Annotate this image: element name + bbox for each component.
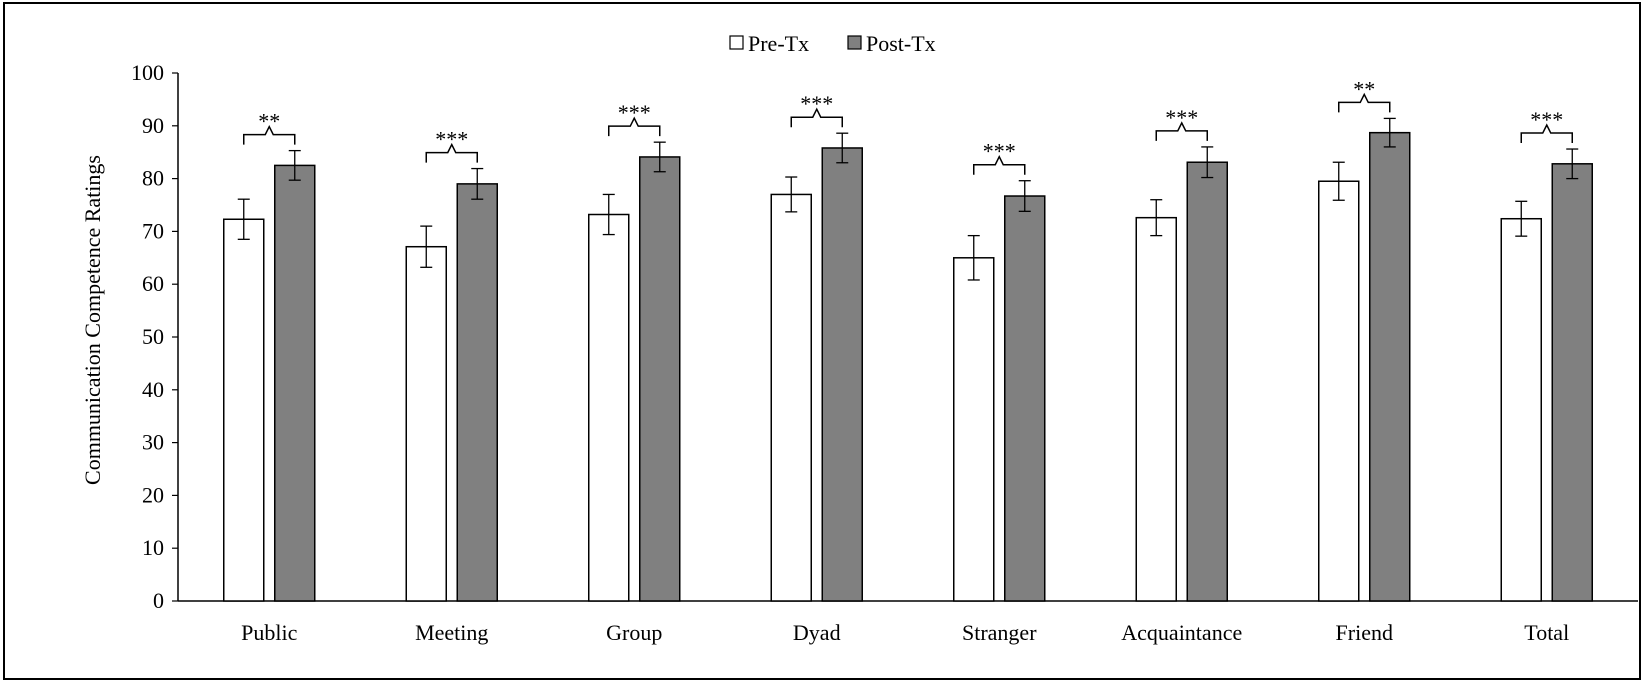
y-tick-label: 0 — [153, 588, 164, 613]
bar-pre-tx — [405, 245, 447, 602]
bar-pre-tx — [770, 193, 812, 602]
legend-swatch — [729, 35, 744, 50]
bar-post-tx — [1186, 161, 1228, 602]
significance-label: *** — [800, 91, 833, 116]
legend-label: Pre-Tx — [748, 31, 809, 56]
significance-label: *** — [1165, 105, 1198, 130]
bar-pre-tx — [223, 218, 265, 602]
labels: ** Public *** Meeting *** Group *** Dyad *** Stra… — [241, 76, 1573, 645]
y-tick-label: 70 — [142, 218, 164, 243]
y-tick-label: 60 — [142, 271, 164, 296]
legend-label: Post-Tx — [866, 31, 936, 56]
bar-post-tx — [1551, 163, 1593, 602]
y-tick-label: 20 — [142, 482, 164, 507]
legend-swatch — [847, 35, 862, 50]
y-tick-label: 10 — [142, 535, 164, 560]
bar-post-tx — [821, 147, 863, 602]
bar-post-tx — [456, 183, 498, 602]
bar-post-tx — [274, 164, 316, 602]
bar-post-tx — [639, 156, 681, 602]
y-axis-label: Communication Competence Ratings — [80, 155, 105, 485]
x-tick-label: Dyad — [793, 620, 841, 645]
legend: Pre-Tx Post-Tx — [729, 31, 936, 56]
x-tick-label: Public — [241, 620, 297, 645]
significance-bracket — [243, 124, 296, 145]
x-tick-label: Stranger — [962, 620, 1037, 645]
bar-pre-tx — [1318, 180, 1360, 602]
significance-bracket — [973, 155, 1026, 175]
x-tick-label: Acquaintance — [1121, 620, 1242, 645]
x-tick-label: Meeting — [415, 620, 488, 645]
y-tick-label: 100 — [131, 60, 164, 85]
axes: 0 10 20 30 40 50 60 70 80 90 100 — [131, 60, 1638, 613]
significance-label: *** — [435, 127, 468, 152]
bar-pre-tx — [1135, 216, 1177, 602]
significance-label: *** — [618, 100, 651, 125]
significance-label: *** — [983, 139, 1016, 164]
y-tick-label: 50 — [142, 324, 164, 349]
bar-pre-tx — [953, 257, 995, 602]
y-tick-label: 30 — [142, 430, 164, 455]
bars — [223, 117, 1593, 602]
x-tick-label: Total — [1524, 620, 1569, 645]
significance-bracket — [425, 142, 478, 163]
significance-label: ** — [258, 109, 280, 134]
significance-label: ** — [1353, 76, 1375, 101]
bar-pre-tx — [1500, 217, 1542, 602]
significance-bracket — [790, 107, 843, 128]
bar-post-tx — [1369, 131, 1411, 602]
y-tick-label: 90 — [142, 113, 164, 138]
significance-bracket — [1155, 121, 1208, 141]
x-tick-label: Friend — [1336, 620, 1393, 645]
significance-bracket — [1520, 123, 1573, 144]
bar-post-tx — [1004, 195, 1046, 602]
significance-label: *** — [1530, 107, 1563, 132]
y-tick-label: 80 — [142, 166, 164, 191]
y-tick-label: 40 — [142, 377, 164, 402]
bar-pre-tx — [588, 213, 630, 602]
significance-bracket — [608, 116, 661, 137]
significance-bracket — [1338, 92, 1391, 113]
x-tick-label: Group — [606, 620, 662, 645]
